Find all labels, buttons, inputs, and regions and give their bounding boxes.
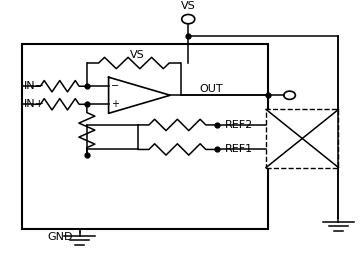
Text: IN−: IN−: [24, 81, 45, 91]
Text: IN+: IN+: [24, 99, 45, 109]
Text: −: −: [111, 81, 119, 91]
Text: VS: VS: [130, 50, 145, 60]
Text: REF1: REF1: [224, 144, 253, 154]
Text: REF2: REF2: [224, 120, 253, 130]
Text: GND: GND: [47, 232, 72, 242]
Text: VS: VS: [181, 1, 195, 11]
Bar: [266, 109, 338, 168]
Text: OUT: OUT: [199, 84, 223, 94]
Text: +: +: [111, 99, 119, 109]
Bar: [22, 44, 268, 229]
